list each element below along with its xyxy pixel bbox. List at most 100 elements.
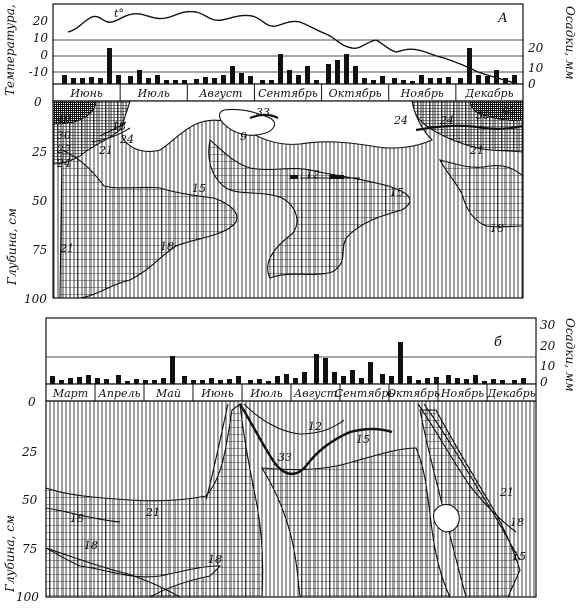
panel-a: t° А 20 10 0 -10 20 10 0 Температура, °C…: [3, 0, 576, 306]
precip-bar: [152, 380, 157, 384]
month-label: Март: [52, 387, 88, 400]
panel-a-letter: А: [497, 11, 508, 26]
precip-bar: [212, 78, 217, 84]
precip-bar: [116, 375, 121, 384]
precip-bar: [359, 378, 364, 384]
panel-b: б 30 20 10 0 Осадки, мм Глубина, см Март…: [3, 317, 576, 604]
precip-bar: [500, 380, 505, 384]
precip-bar: [257, 379, 262, 384]
contour-label: 18: [112, 120, 126, 133]
precip-bar: [80, 78, 85, 84]
depth-section-a: [53, 101, 523, 298]
depth-ticks-a: 0 25 50 75 100: [24, 95, 48, 306]
precip-bar: [512, 380, 517, 384]
contour-label: 15: [512, 550, 526, 563]
precip-bars-b: [50, 342, 526, 384]
panel-b-letter: б: [494, 335, 502, 350]
precip-bar: [494, 70, 499, 84]
precip-bar: [230, 66, 235, 84]
contour-label: 21: [469, 144, 484, 157]
temp-tick-10: 10: [33, 31, 49, 45]
precip-bar: [248, 380, 253, 384]
precip-bar: [62, 75, 67, 84]
panel-b-precip-frame: [45, 317, 537, 385]
contour-label: 12: [306, 168, 320, 181]
contour-label: 15: [192, 182, 206, 195]
depth-section-b: [46, 401, 536, 597]
contour-label: 18: [160, 240, 174, 253]
temp-tick-0: 0: [40, 48, 48, 62]
precip-ticks-b: 30 20 10 0: [539, 318, 556, 389]
month-label: Май: [155, 387, 181, 400]
precip-bar: [260, 80, 265, 84]
precip-bar: [446, 375, 451, 384]
precip-bar: [161, 378, 166, 384]
precip-ticks-a: 20 10 0: [527, 41, 544, 91]
precip-bar: [77, 377, 82, 384]
precip-bar: [146, 78, 151, 84]
contour-label: 24: [439, 114, 454, 127]
precip-bar: [305, 66, 310, 84]
month-labels-a: Июнь Июль Август Сентябрь Октябрь Ноябрь Декаб…: [69, 84, 514, 101]
month-labels-b: Март Апрель Май Июнь Июль АвгустСентябрьОктяб…: [52, 384, 536, 401]
contour-label: 24: [119, 133, 134, 146]
contour-label: 24: [56, 157, 71, 170]
precip-tick-0: 0: [528, 77, 536, 91]
precip-bar: [314, 80, 319, 84]
precip-bar: [107, 48, 112, 84]
precip-bar: [302, 372, 307, 384]
precip-bar: [341, 376, 346, 384]
precip-bars-a: [62, 48, 517, 84]
precip-bar: [59, 380, 64, 384]
temp-axis-label: Температура, °C: [3, 0, 17, 96]
precip-bar: [482, 381, 487, 384]
month-label: Июль: [137, 87, 170, 100]
precip-bar: [134, 379, 139, 384]
contour-label: 18: [70, 512, 84, 525]
contour-label: 9: [240, 130, 247, 143]
month-label: Декабрь: [486, 387, 535, 400]
precip-tick: 30: [540, 318, 556, 332]
precip-bar: [155, 75, 160, 84]
contour-label: 21: [499, 486, 514, 499]
precip-bar: [287, 70, 292, 84]
depth-ticks-b: 0 25 50 75 100: [16, 395, 39, 604]
precip-bar: [98, 78, 103, 84]
precip-bar: [380, 76, 385, 84]
precip-bar: [437, 78, 442, 84]
precip-bar: [485, 76, 490, 84]
precip-bar: [521, 378, 526, 384]
contour-label: 27: [56, 143, 71, 156]
precip-bar: [371, 80, 376, 84]
contour-labels-b: 12 15 33 21 18 18 18 21 18 15: [70, 420, 526, 566]
month-label: Октябрь: [387, 387, 440, 400]
precip-bar: [128, 76, 133, 84]
contour-label: 18: [84, 539, 98, 552]
precip-bar: [68, 378, 73, 384]
precip-bar: [446, 77, 451, 84]
precip-bar: [173, 80, 178, 84]
contour-label: 40: [56, 112, 71, 125]
precip-bar: [425, 378, 430, 384]
precip-bar: [332, 372, 337, 384]
contour-label: 12: [308, 420, 322, 433]
month-label: Август: [293, 387, 337, 400]
precip-bar: [275, 376, 280, 384]
precip-bar: [416, 380, 421, 384]
contour-label: 21: [145, 506, 160, 519]
precip-bar: [104, 379, 109, 384]
precip-bar: [50, 376, 55, 384]
precip-bar: [419, 75, 424, 84]
precip-bar: [89, 77, 94, 84]
precip-bar: [407, 376, 412, 384]
month-label: Ноябрь: [440, 387, 484, 400]
month-label: Октябрь: [329, 87, 382, 100]
temp-tick-20: 20: [32, 14, 49, 28]
precip-bar: [293, 378, 298, 384]
precip-bar: [221, 75, 226, 84]
depth-tick: 100: [24, 292, 47, 306]
precip-bar: [353, 66, 358, 84]
precip-bar: [389, 376, 394, 384]
precip-bar: [512, 75, 517, 84]
precip-bar: [182, 80, 187, 84]
